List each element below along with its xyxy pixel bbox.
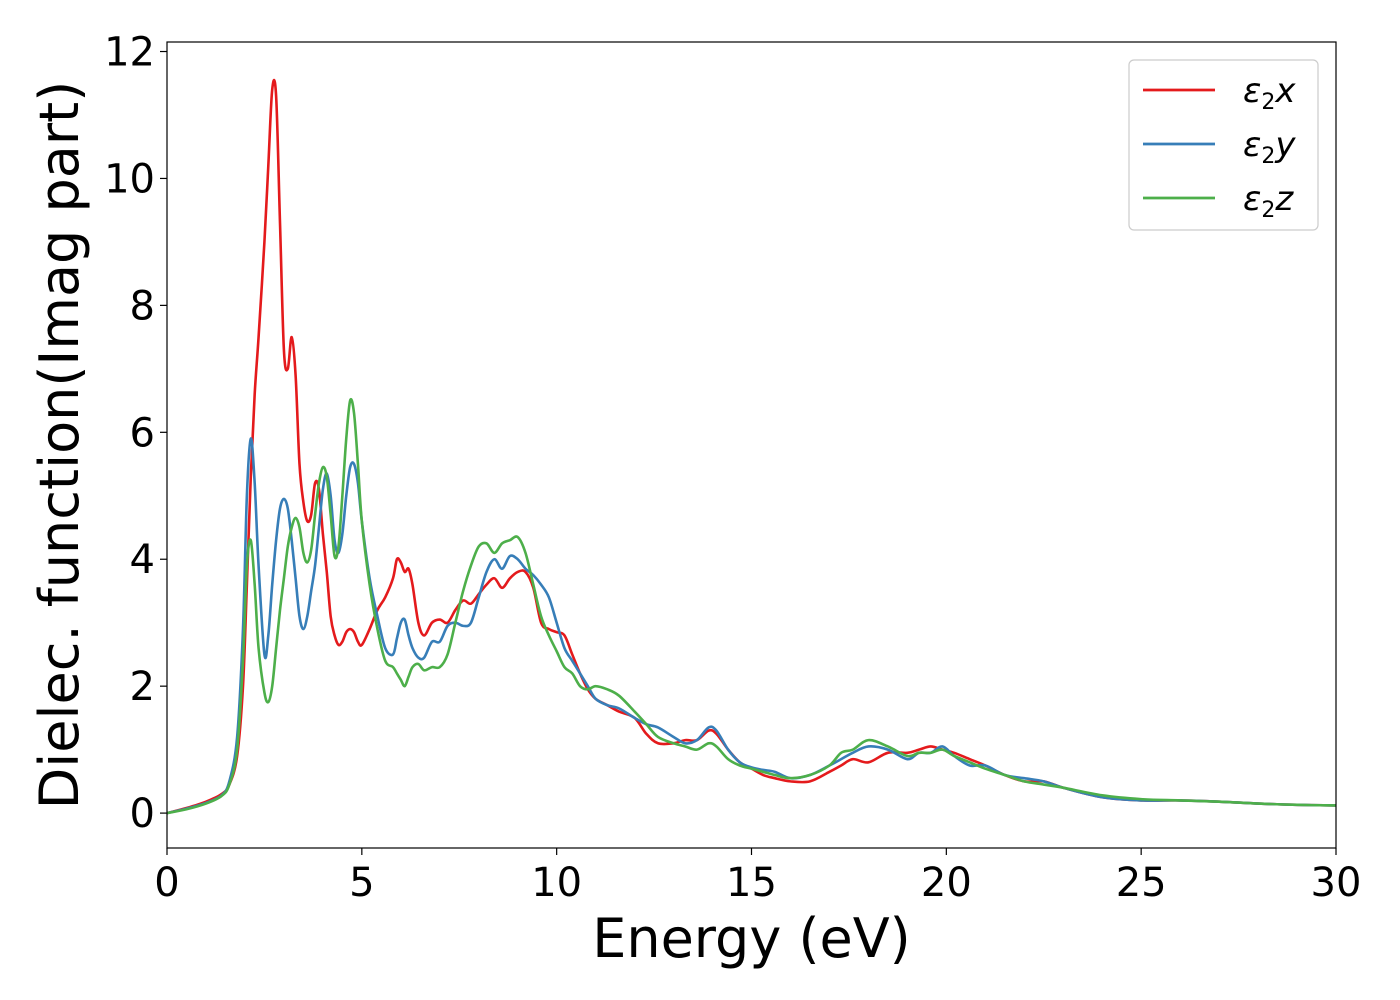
x-tick-label: 25 [1116,860,1167,906]
x-tick-label: 30 [1311,860,1362,906]
y-tick-label: 6 [130,410,155,456]
ticks-layer: 0 5 10 15 20 25 30 0 2 4 6 8 10 12 [104,30,1361,906]
series-line-z [167,397,1336,815]
series-line-y [167,437,1336,815]
y-tick-label: 8 [130,283,155,329]
y-tick-label: 12 [104,30,155,76]
x-axis-label: Energy (eV) [592,907,911,970]
legend-label-x: ε2x [1243,71,1296,115]
y-axis-label: Dielec. function(Imag part) [28,81,91,810]
x-tick-label: 10 [531,860,582,906]
y-tick-label: 2 [130,664,155,710]
x-tick-label: 0 [154,860,179,906]
legend: ε2x ε2y ε2z [1128,59,1319,231]
y-tick-label: 0 [130,791,155,837]
legend-label-y: ε2y [1243,125,1296,169]
legend-box [1128,59,1319,231]
y-tick-label: 4 [130,537,155,583]
series-layer [167,78,1336,815]
y-tick-label: 10 [104,156,155,202]
x-tick-label: 20 [921,860,972,906]
series-line-x [167,78,1336,815]
legend-label-z: ε2z [1243,179,1294,223]
x-tick-label: 5 [349,860,374,906]
x-tick-label: 15 [726,860,777,906]
